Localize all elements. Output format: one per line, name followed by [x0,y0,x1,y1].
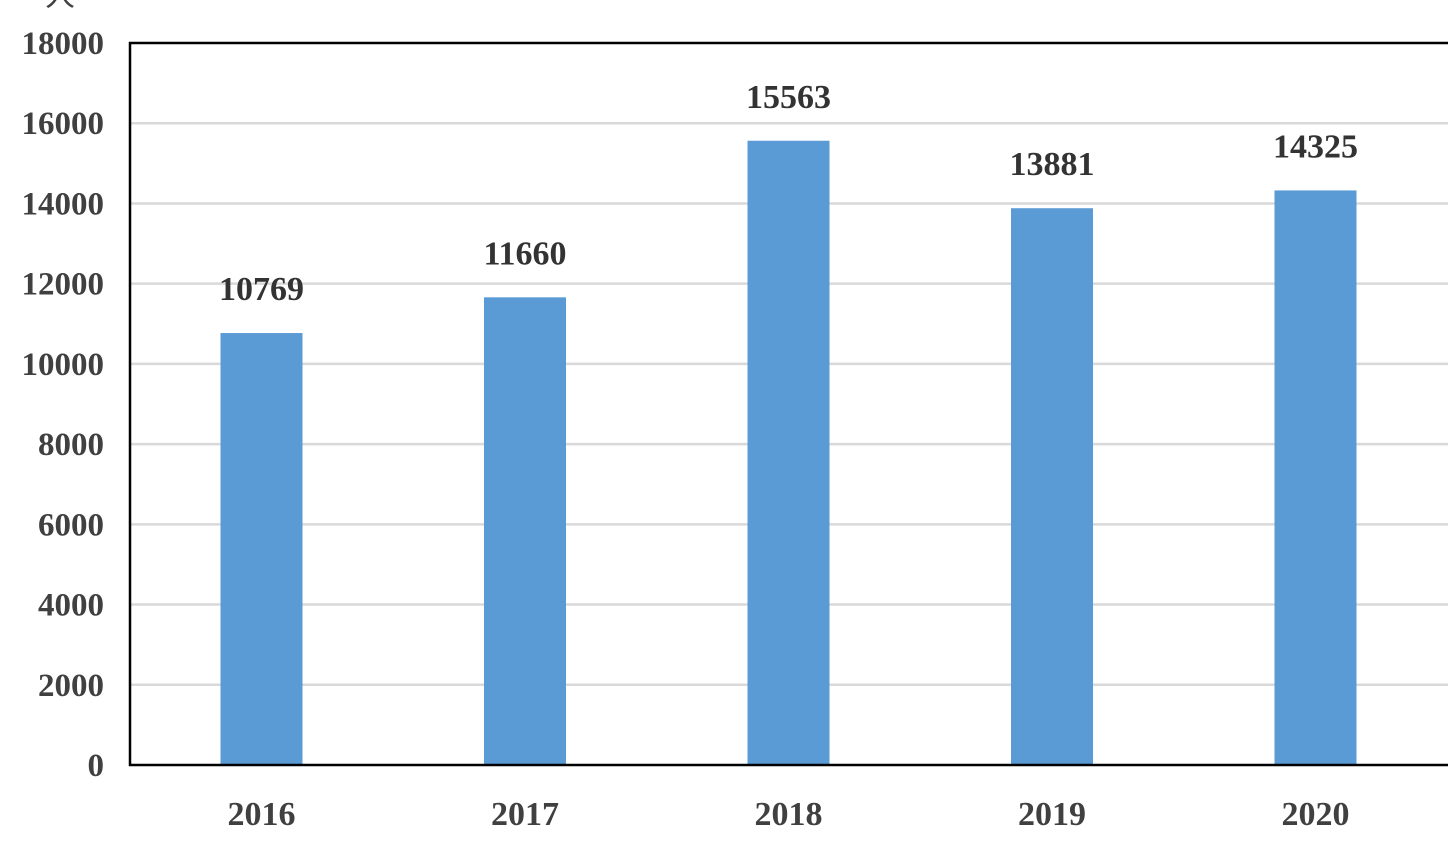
y-tick-label: 16000 [22,106,105,142]
y-tick-label: 10000 [22,347,105,383]
y-axis-unit-label: 人 [45,0,75,14]
data-label-2020: 14325 [1273,128,1358,165]
data-labels: 10769 11660 15563 13881 14325 [219,79,1358,308]
y-tick-label: 12000 [22,267,105,303]
data-label-2017: 11660 [483,235,566,272]
data-label-2019: 13881 [1010,146,1095,183]
y-tick-label: 18000 [22,26,105,62]
y-tick-label: 4000 [38,588,104,624]
x-tick-label: 2017 [491,796,559,833]
x-axis-tick-labels: 2016 2017 2018 2019 2020 [228,796,1350,833]
x-tick-label: 2018 [755,796,823,833]
bar-2019 [1011,208,1093,766]
bar-2016 [220,333,303,765]
x-tick-label: 2019 [1018,796,1086,833]
y-tick-label: 2000 [38,668,104,704]
plot-area-frame [128,41,1448,767]
y-tick-label: 6000 [38,507,104,543]
bar-2018 [747,140,830,765]
bar-2017 [484,297,566,765]
data-label-2018: 15563 [746,79,831,116]
data-label-2016: 10769 [219,271,304,308]
x-tick-label: 2016 [228,796,296,833]
y-axis-tick-labels: 0 2000 4000 6000 8000 10000 12000 14000 16000 180… [22,26,105,784]
bars [220,140,1357,766]
y-tick-label: 14000 [22,186,105,222]
y-tick-label: 0 [88,748,105,784]
y-tick-label: 8000 [38,427,104,463]
x-tick-label: 2020 [1282,796,1350,833]
bar-2020 [1274,190,1357,766]
